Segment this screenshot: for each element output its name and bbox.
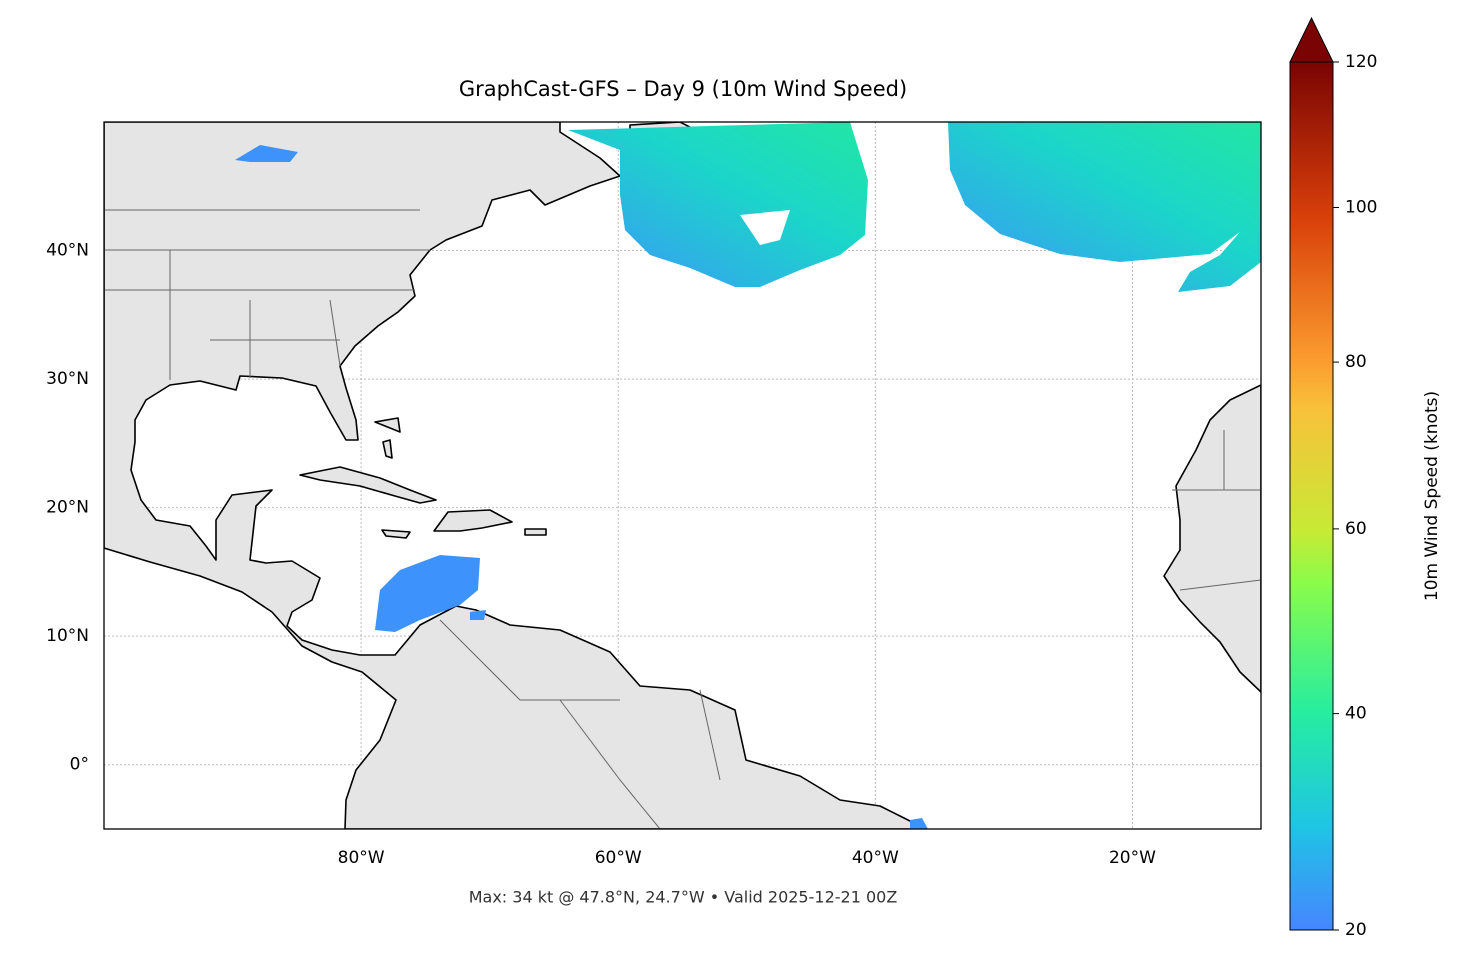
wind-atlantic-west (568, 122, 868, 287)
colorbar-label: 10m Wind Speed (knots) (1422, 391, 1442, 601)
africa (1163, 384, 1261, 693)
x-tick-label: 40°W (852, 848, 899, 868)
wind-brazil (910, 818, 928, 829)
x-tick-label: 20°W (1109, 848, 1156, 868)
colorbar-tick-label: 80 (1345, 352, 1367, 372)
cuba (299, 466, 437, 504)
y-tick-label: 40°N (46, 241, 89, 261)
wind-atlantic-east (948, 122, 1261, 292)
map-frame (103, 121, 1262, 830)
y-tick-label: 10°N (46, 626, 89, 646)
title: GraphCast-GFS – Day 9 (10m Wind Speed) (459, 77, 907, 101)
puerto-rico (524, 528, 547, 536)
y-tick-label: 0° (70, 755, 89, 775)
footer-note: Max: 34 kt @ 47.8°N, 24.7°W • Valid 2025… (469, 888, 898, 907)
colorbar-tick-label: 40 (1345, 704, 1367, 724)
colorbar: 10m Wind Speed (knots) 20 40 60 80 100 120 (1289, 16, 1442, 940)
x-tick-label: 80°W (338, 848, 385, 868)
colorbar-extend (1289, 16, 1334, 63)
colorbar-tick-label: 20 (1345, 920, 1367, 940)
colorbar-tick-label: 120 (1345, 52, 1377, 72)
colorbar-tick-label: 60 (1345, 519, 1367, 539)
americas (104, 122, 921, 829)
jamaica (381, 529, 411, 539)
y-tick-label: 20°N (46, 498, 89, 518)
map-body (104, 122, 1261, 829)
x-tick-label: 60°W (595, 848, 642, 868)
colorbar-tick-label: 100 (1345, 198, 1377, 218)
hispaniola (433, 509, 513, 532)
y-tick-label: 30°N (46, 369, 89, 389)
wind-great-lakes (235, 145, 298, 162)
borders (104, 209, 1261, 829)
bahamas (374, 417, 401, 459)
colorbar-scale (1289, 61, 1334, 931)
wind-caribbean (375, 555, 486, 632)
